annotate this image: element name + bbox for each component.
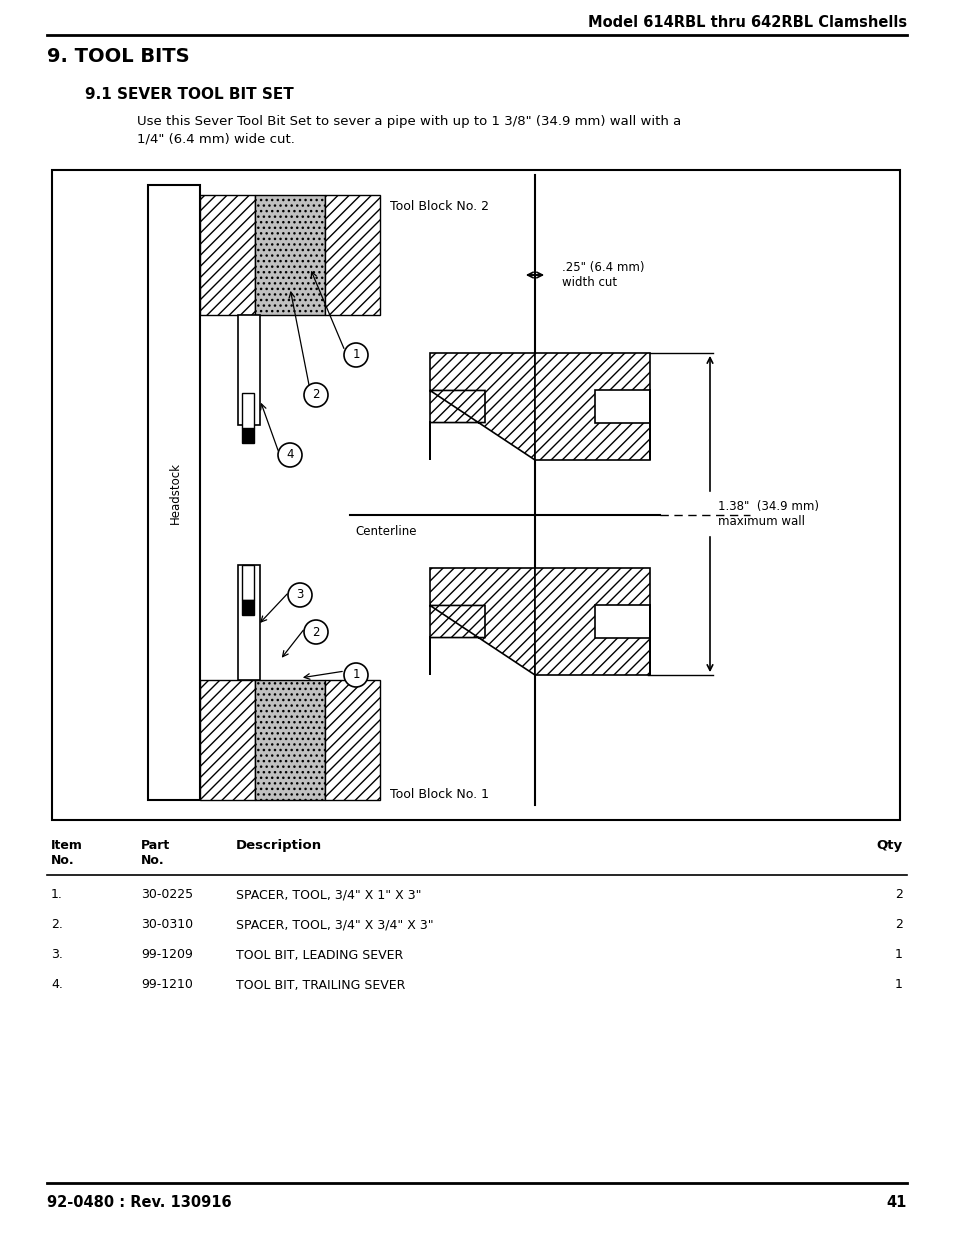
Text: 2.: 2. <box>51 919 63 931</box>
Circle shape <box>344 343 368 367</box>
Text: 92-0480 : Rev. 130916: 92-0480 : Rev. 130916 <box>47 1195 232 1210</box>
Circle shape <box>344 663 368 687</box>
Text: 3: 3 <box>296 589 303 601</box>
Text: Tool Block No. 1: Tool Block No. 1 <box>390 788 489 802</box>
Bar <box>242 600 253 615</box>
Bar <box>242 564 253 600</box>
Text: 2: 2 <box>312 625 319 638</box>
Text: Description: Description <box>235 839 322 852</box>
Text: 1: 1 <box>894 948 902 962</box>
Text: 30-0225: 30-0225 <box>141 888 193 902</box>
Bar <box>52 170 899 820</box>
Circle shape <box>277 443 302 467</box>
Text: 1/4" (6.4 mm) wide cut.: 1/4" (6.4 mm) wide cut. <box>137 132 294 144</box>
Text: Tool Block No. 2: Tool Block No. 2 <box>390 200 489 214</box>
Text: TOOL BIT, LEADING SEVER: TOOL BIT, LEADING SEVER <box>235 948 403 962</box>
Text: .25" (6.4 mm)
width cut: .25" (6.4 mm) width cut <box>561 261 644 289</box>
Text: 9.1 SEVER TOOL BIT SET: 9.1 SEVER TOOL BIT SET <box>85 86 294 103</box>
Text: 4.: 4. <box>51 978 63 992</box>
Text: 2: 2 <box>894 919 902 931</box>
Bar <box>148 185 200 800</box>
Bar <box>325 195 379 315</box>
Bar <box>200 195 254 315</box>
Text: 4: 4 <box>286 448 294 462</box>
Text: SPACER, TOOL, 3/4" X 3/4" X 3": SPACER, TOOL, 3/4" X 3/4" X 3" <box>235 919 434 931</box>
Text: 9. TOOL BITS: 9. TOOL BITS <box>47 47 190 65</box>
Polygon shape <box>430 353 535 459</box>
Text: 2: 2 <box>894 888 902 902</box>
Bar <box>242 429 253 443</box>
Text: SPACER, TOOL, 3/4" X 1" X 3": SPACER, TOOL, 3/4" X 1" X 3" <box>235 888 421 902</box>
Text: 30-0310: 30-0310 <box>141 919 193 931</box>
Bar <box>242 393 253 429</box>
Bar <box>254 195 325 315</box>
Bar <box>237 564 260 680</box>
Bar <box>237 315 260 425</box>
Bar <box>325 680 379 800</box>
Text: Centerline: Centerline <box>355 525 416 538</box>
Text: Part
No.: Part No. <box>141 839 170 867</box>
Circle shape <box>304 620 328 643</box>
Text: 41: 41 <box>885 1195 906 1210</box>
Text: 1: 1 <box>894 978 902 992</box>
Polygon shape <box>430 568 535 676</box>
Text: Model 614RBL thru 642RBL Clamshells: Model 614RBL thru 642RBL Clamshells <box>587 15 906 30</box>
Text: 1.38"  (34.9 mm)
maximum wall: 1.38" (34.9 mm) maximum wall <box>718 500 818 529</box>
Text: Use this Sever Tool Bit Set to sever a pipe with up to 1 3/8" (34.9 mm) wall wit: Use this Sever Tool Bit Set to sever a p… <box>137 115 680 128</box>
Circle shape <box>288 583 312 606</box>
Text: 3.: 3. <box>51 948 63 962</box>
Polygon shape <box>535 568 649 676</box>
Bar <box>254 680 325 800</box>
Text: Item
No.: Item No. <box>51 839 83 867</box>
Polygon shape <box>535 353 649 459</box>
Text: 1.: 1. <box>51 888 63 902</box>
Text: 1: 1 <box>352 668 359 682</box>
Text: Qty: Qty <box>876 839 902 852</box>
Text: 99-1209: 99-1209 <box>141 948 193 962</box>
Text: 99-1210: 99-1210 <box>141 978 193 992</box>
Text: 2: 2 <box>312 389 319 401</box>
Circle shape <box>304 383 328 408</box>
Text: Headstock: Headstock <box>169 462 181 524</box>
Text: 1: 1 <box>352 348 359 362</box>
Text: TOOL BIT, TRAILING SEVER: TOOL BIT, TRAILING SEVER <box>235 978 405 992</box>
Bar <box>200 680 254 800</box>
